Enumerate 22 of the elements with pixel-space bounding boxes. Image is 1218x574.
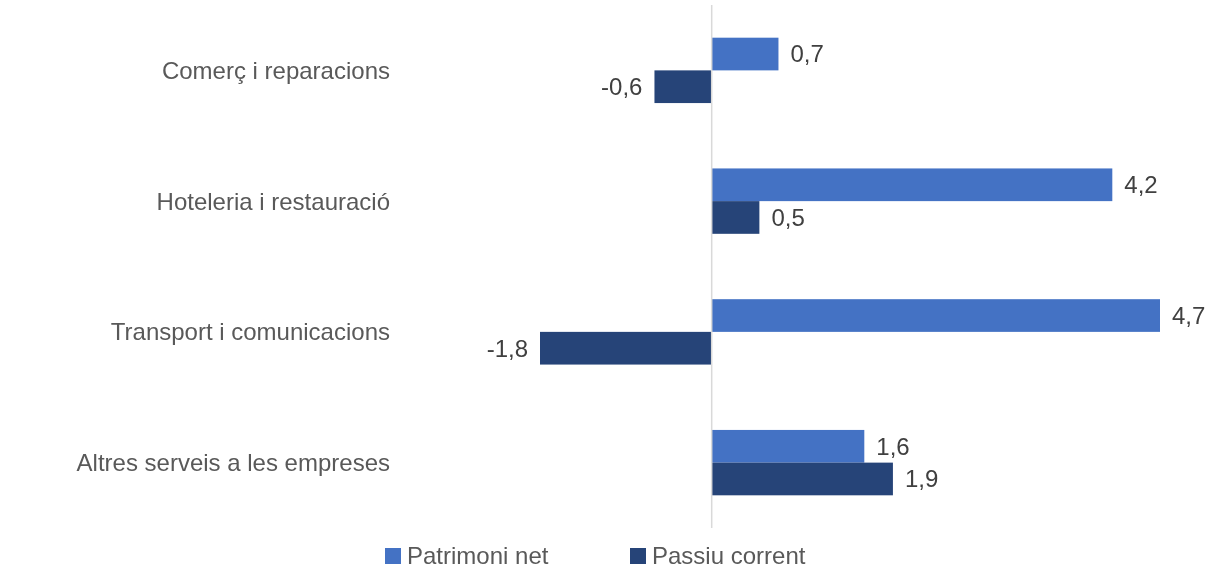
bar <box>711 168 1113 202</box>
bar <box>711 429 865 463</box>
data-label: 0,7 <box>790 40 824 68</box>
bar <box>711 299 1160 332</box>
y-tick-label: Comerç i reparacions <box>161 56 390 84</box>
legend-label: Passiu corrent <box>652 542 806 570</box>
data-label: -0,6 <box>601 73 643 101</box>
data-label: -1,8 <box>486 334 528 362</box>
y-tick-label: Altres serveis a les empreses <box>76 449 390 477</box>
legend-label: Patrimoni net <box>407 542 549 570</box>
bar <box>654 70 712 104</box>
data-label: 4,7 <box>1172 301 1206 329</box>
data-label: 0,5 <box>771 203 805 231</box>
y-tick-label: Transport i comunicacions <box>110 318 390 346</box>
y-tick-label: Hoteleria i restauració <box>156 187 390 215</box>
bar <box>711 37 779 71</box>
bar <box>711 201 760 234</box>
data-label: 4,2 <box>1124 171 1158 199</box>
bar <box>711 462 893 496</box>
data-label: 1,6 <box>876 432 910 460</box>
data-label: 1,9 <box>904 465 939 493</box>
bar <box>540 331 712 365</box>
